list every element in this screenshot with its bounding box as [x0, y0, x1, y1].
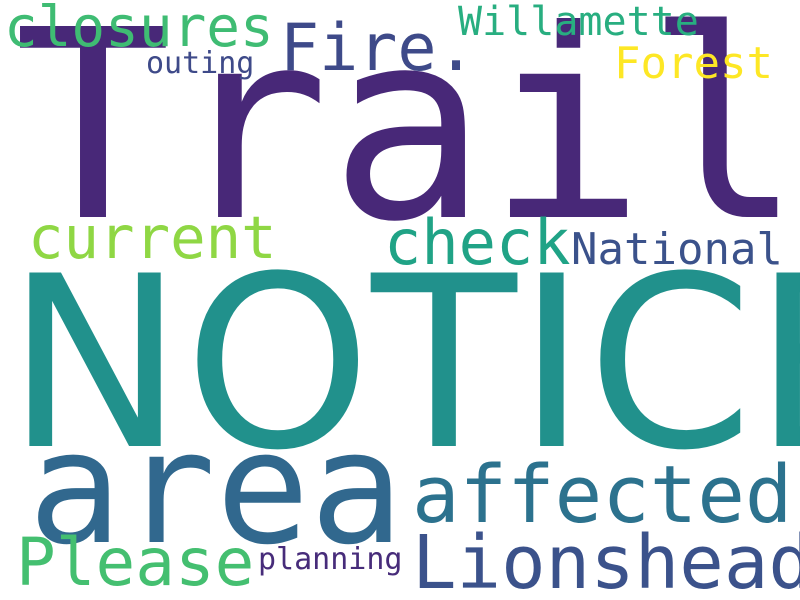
word-affected: affected [412, 449, 793, 541]
word-outing: outing [146, 46, 255, 81]
word-closures: closures [4, 0, 274, 60]
word-trails: Trails [14, 0, 800, 279]
word-forest: Forest [614, 38, 773, 89]
word-lionshead: Lionshead [412, 520, 800, 600]
word-current: current [28, 203, 277, 272]
word-notice: NOTICE [6, 226, 800, 503]
word-check: check [384, 206, 571, 279]
word-willamette: Willamette [458, 0, 699, 45]
word-please: Please [16, 524, 255, 600]
word-area: area [28, 397, 404, 579]
word-national: National [571, 224, 783, 275]
word-fire: Fire. [280, 11, 476, 86]
word-planning: planning [258, 542, 403, 577]
